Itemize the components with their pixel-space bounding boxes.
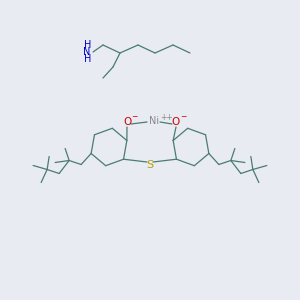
- Text: −: −: [180, 112, 186, 122]
- Text: ++: ++: [160, 112, 173, 122]
- Text: O: O: [172, 117, 180, 127]
- Text: S: S: [146, 160, 154, 170]
- Text: Ni: Ni: [149, 116, 159, 126]
- Text: O: O: [123, 117, 131, 127]
- Text: N: N: [83, 47, 91, 57]
- Text: H: H: [84, 54, 92, 64]
- Text: −: −: [131, 112, 137, 122]
- Text: H: H: [84, 40, 92, 50]
